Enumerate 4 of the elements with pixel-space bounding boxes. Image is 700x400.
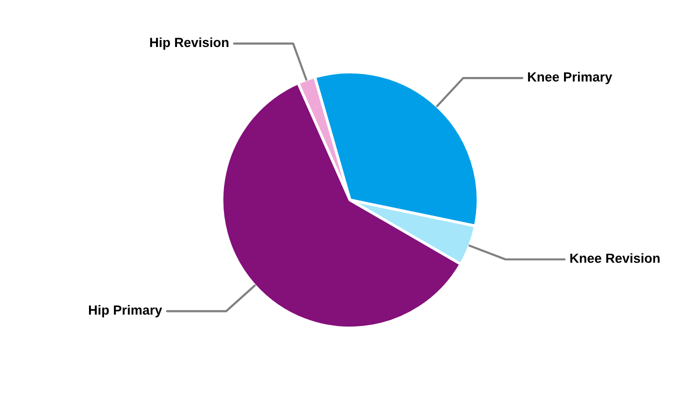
slice-label: Knee Revision bbox=[570, 253, 660, 263]
slice-label: Hip Primary bbox=[89, 305, 162, 318]
slice-label: Hip Revision bbox=[150, 37, 228, 50]
slice-label: Knee Primary bbox=[528, 72, 612, 84]
